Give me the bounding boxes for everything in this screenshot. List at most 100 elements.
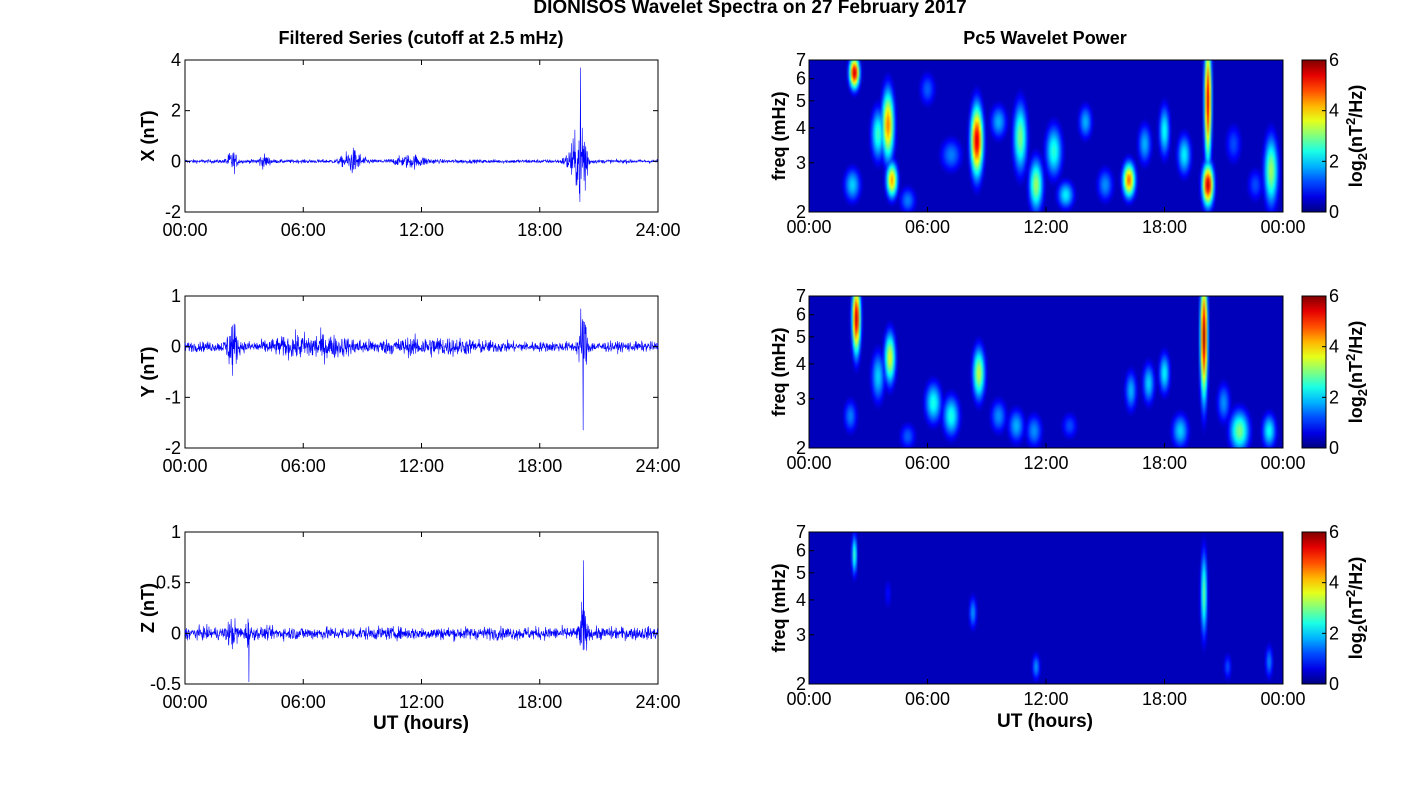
y-tick-label: 0 — [171, 151, 181, 171]
x-tick-label: 06:00 — [281, 692, 326, 712]
right-column-title: Pc5 Wavelet Power — [963, 28, 1126, 48]
x-tick-label: 06:00 — [905, 453, 950, 473]
x-tick-label: 24:00 — [635, 220, 680, 240]
colorbar-label: log2(nT2/Hz) — [1343, 321, 1370, 423]
panels: -2 0 2 4 00:00 06:00 12:00 18:00 24:00 X (nT) 2 3 4 5… — [138, 50, 1370, 712]
x-tick-label: 00:00 — [1260, 217, 1305, 237]
series-line — [184, 560, 659, 682]
wavelet-power-map — [809, 296, 1283, 448]
x-tick-label: 06:00 — [281, 220, 326, 240]
x-tick-label: 12:00 — [1023, 689, 1068, 709]
x-tick-label: 18:00 — [517, 220, 562, 240]
y-tick-label: -2 — [165, 202, 181, 222]
y-tick-label: 7 — [796, 522, 806, 542]
y-tick-label: 2 — [171, 101, 181, 121]
y-tick-label: 3 — [796, 153, 806, 173]
y-tick-label: -2 — [165, 438, 181, 458]
x-tick-label: 12:00 — [399, 456, 444, 476]
x-tick-label: 00:00 — [162, 456, 207, 476]
y-tick-label: 4 — [796, 354, 806, 374]
y-tick-label: 4 — [171, 50, 181, 70]
colorbar-tick-label: 6 — [1329, 286, 1339, 306]
x-tick-label: 00:00 — [1260, 689, 1305, 709]
x-tick-label: 24:00 — [635, 456, 680, 476]
y-tick-label: 3 — [796, 625, 806, 645]
x-tick-label: 00:00 — [786, 217, 831, 237]
x-tick-label: 12:00 — [1023, 453, 1068, 473]
colorbar-tick-label: 0 — [1329, 674, 1339, 694]
figure-title: DIONISOS Wavelet Spectra on 27 February … — [533, 0, 966, 18]
timeseries-panel-0: -2 0 2 4 00:00 06:00 12:00 18:00 24:00 X (nT) — [138, 50, 681, 240]
y-tick-label: 6 — [796, 305, 806, 325]
y-tick-label: 1 — [171, 286, 181, 306]
y-tick-label: -1 — [165, 387, 181, 407]
y-tick-label: 2 — [796, 202, 806, 222]
plot-area — [184, 59, 659, 213]
y-tick-label: 2 — [796, 674, 806, 694]
colorbar-gradient — [1301, 531, 1327, 685]
y-tick-label: 5 — [796, 563, 806, 583]
x-tick-label: 06:00 — [905, 217, 950, 237]
colorbar-tick-label: 4 — [1329, 337, 1339, 357]
x-tick-label: 00:00 — [162, 220, 207, 240]
colorbar-tick-label: 6 — [1329, 522, 1339, 542]
colorbar-tick-label: 4 — [1329, 573, 1339, 593]
series-line — [184, 67, 659, 202]
y-tick-label: 3 — [796, 389, 806, 409]
left-column-title: Filtered Series (cutoff at 2.5 mHz) — [278, 28, 563, 48]
y-axis-label: freq (mHz) — [769, 563, 789, 652]
left-x-axis-label: UT (hours) — [373, 713, 469, 734]
x-tick-label: 06:00 — [905, 689, 950, 709]
y-tick-label: 0 — [171, 623, 181, 643]
x-tick-label: 12:00 — [1023, 217, 1068, 237]
x-tick-label: 18:00 — [517, 456, 562, 476]
x-tick-label: 18:00 — [517, 692, 562, 712]
y-tick-label: 4 — [796, 118, 806, 138]
y-tick-label: -0.5 — [150, 674, 181, 694]
y-axis-label: Z (nT) — [138, 583, 158, 633]
y-tick-label: 0.5 — [156, 573, 181, 593]
y-axis-label: freq (mHz) — [769, 91, 789, 180]
x-tick-label: 24:00 — [635, 692, 680, 712]
colorbar-tick-label: 6 — [1329, 50, 1339, 70]
x-tick-label: 00:00 — [786, 453, 831, 473]
wavelet-power-map — [809, 60, 1283, 212]
x-tick-label: 18:00 — [1142, 217, 1187, 237]
plot-area — [184, 531, 659, 685]
x-tick-label: 12:00 — [399, 692, 444, 712]
colorbar-tick-label: 2 — [1329, 623, 1339, 643]
right-x-axis-label: UT (hours) — [997, 711, 1093, 732]
y-axis-label: Y (nT) — [138, 347, 158, 398]
timeseries-panel-1: -2 -1 0 1 00:00 06:00 12:00 18:00 24:00 Y (nT) — [138, 286, 681, 476]
y-tick-label: 6 — [796, 541, 806, 561]
y-tick-label: 1 — [171, 522, 181, 542]
colorbar-tick-label: 0 — [1329, 438, 1339, 458]
x-tick-label: 12:00 — [399, 220, 444, 240]
y-tick-label: 5 — [796, 91, 806, 111]
x-tick-label: 00:00 — [1260, 453, 1305, 473]
x-tick-label: 18:00 — [1142, 453, 1187, 473]
series-line — [184, 308, 659, 431]
x-tick-label: 18:00 — [1142, 689, 1187, 709]
y-tick-label: 0 — [171, 337, 181, 357]
y-axis-label: freq (mHz) — [769, 327, 789, 416]
x-tick-label: 06:00 — [281, 456, 326, 476]
colorbar-tick-label: 2 — [1329, 151, 1339, 171]
colorbar-tick-label: 0 — [1329, 202, 1339, 222]
y-axis-label: X (nT) — [138, 111, 158, 162]
colorbar-gradient — [1301, 59, 1327, 213]
y-tick-label: 4 — [796, 590, 806, 610]
colorbar-tick-label: 2 — [1329, 387, 1339, 407]
colorbar-label: log2(nT2/Hz) — [1343, 557, 1370, 659]
x-tick-label: 00:00 — [162, 692, 207, 712]
y-tick-label: 5 — [796, 327, 806, 347]
y-tick-label: 7 — [796, 286, 806, 306]
plot-area — [184, 295, 659, 449]
colorbar-label: log2(nT2/Hz) — [1343, 85, 1370, 187]
